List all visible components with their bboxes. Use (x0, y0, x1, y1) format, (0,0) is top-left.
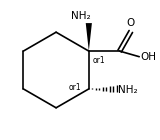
Text: or1: or1 (92, 56, 105, 65)
Text: OH: OH (140, 52, 156, 62)
Text: or1: or1 (68, 83, 81, 92)
Text: NH₂: NH₂ (71, 11, 91, 21)
Text: O: O (127, 18, 135, 28)
Text: NH₂: NH₂ (118, 85, 137, 95)
Polygon shape (86, 23, 92, 51)
